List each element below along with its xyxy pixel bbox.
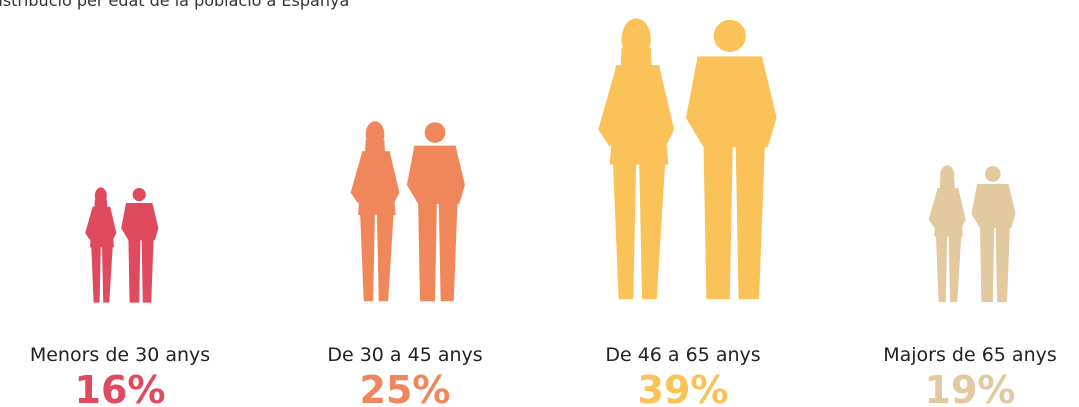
category-label: Majors de 65 anys xyxy=(883,344,1057,366)
figure-part xyxy=(639,158,666,300)
chart-title: Distribució per edat de la població a Es… xyxy=(0,0,349,10)
figure-part xyxy=(713,19,746,52)
value-label: 39% xyxy=(638,368,729,407)
figure-part xyxy=(954,189,966,229)
value-label: 25% xyxy=(360,368,451,407)
figure-part xyxy=(128,239,141,303)
figure-part xyxy=(132,188,146,202)
category-label: De 30 a 45 anys xyxy=(327,344,482,366)
figure-part xyxy=(971,183,1016,229)
category-label: Menors de 30 anys xyxy=(30,344,210,366)
figure-pair xyxy=(928,165,1016,303)
figure-part xyxy=(948,233,962,303)
figure-part xyxy=(350,153,368,204)
figure-part xyxy=(141,239,154,303)
figure-part xyxy=(928,189,942,229)
figure-part xyxy=(650,68,675,148)
figure-part xyxy=(703,144,733,300)
figure-part xyxy=(406,145,465,204)
figure-part xyxy=(995,226,1010,303)
figure-part xyxy=(106,207,117,241)
figure-part xyxy=(612,158,637,300)
figure-pair xyxy=(85,187,159,303)
figure-part xyxy=(598,68,625,148)
figure-part xyxy=(984,166,1001,182)
figure-part xyxy=(438,201,458,302)
figure-part xyxy=(102,245,113,303)
figure-part xyxy=(85,207,96,241)
figure-part xyxy=(121,203,159,241)
category-label: De 46 a 65 anys xyxy=(605,344,760,366)
figure-pair xyxy=(350,121,465,302)
figure-part xyxy=(384,153,400,204)
figure-part xyxy=(685,56,777,148)
figure-part xyxy=(735,144,765,300)
value-label: 19% xyxy=(925,368,1016,407)
figure-part xyxy=(376,211,394,302)
value-label: 16% xyxy=(75,368,166,407)
figure-part xyxy=(360,211,375,302)
figure-part xyxy=(418,201,437,302)
figure-part xyxy=(424,122,446,143)
figure-part xyxy=(979,226,995,303)
figure-part xyxy=(91,245,101,303)
figure-part xyxy=(935,233,948,303)
figure-pair xyxy=(598,18,777,300)
